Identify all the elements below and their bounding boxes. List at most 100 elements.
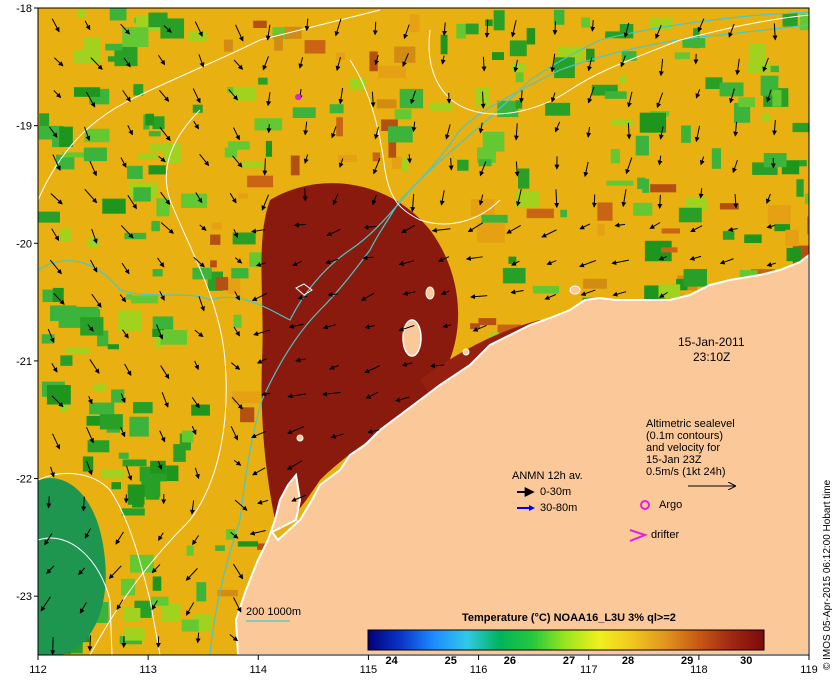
velocity-arrow (479, 161, 487, 177)
sst-cell (226, 529, 235, 540)
velocity-arrow (329, 364, 339, 370)
velocity-arrow (733, 194, 739, 209)
sst-cell (678, 207, 702, 223)
sst-cell (215, 276, 229, 291)
velocity-arrow (233, 229, 239, 238)
sst-cell (387, 126, 413, 143)
sst-cell (744, 234, 762, 244)
velocity-arrow (544, 294, 556, 300)
velocity-arrow (627, 91, 633, 108)
sst-cell (133, 84, 144, 96)
velocity-arrow (50, 466, 55, 478)
velocity-arrow (51, 18, 60, 33)
sst-cell (746, 62, 771, 73)
sst-cell (124, 628, 145, 641)
velocity-arrow (127, 125, 133, 136)
time-label: 23:10Z (693, 350, 731, 364)
sealevel-contour (89, 109, 227, 655)
island (425, 286, 435, 300)
colorbar-ramp (367, 629, 765, 651)
depth-deep-label: 30-80m (540, 502, 578, 514)
velocity-arrow (330, 433, 344, 439)
velocity-arrow (292, 260, 302, 267)
velocity-arrow (335, 56, 341, 72)
sst-cell (554, 57, 575, 79)
colorbar-tick-label: 25 (445, 655, 457, 667)
sst-cell (685, 197, 707, 211)
altimetry-line: Altimetric sealevel (646, 418, 735, 430)
sst-cell (329, 104, 344, 114)
sst-cell (526, 208, 554, 219)
velocity-arrow (550, 53, 556, 73)
velocity-arrow (158, 532, 164, 541)
sst-cell (210, 234, 221, 245)
date-label: 15-Jan-2011 (678, 335, 745, 349)
sst-cell (59, 126, 73, 147)
sst-cell (133, 187, 151, 202)
island (462, 348, 470, 356)
sst-cell (642, 178, 650, 193)
colorbar-tick-label: 24 (386, 655, 399, 667)
sst-cell (515, 100, 523, 109)
velocity-arrow (515, 189, 522, 207)
sst-cell (39, 113, 50, 133)
velocity-arrow (87, 635, 93, 652)
sst-cell (181, 619, 199, 632)
sst-cell (99, 414, 123, 430)
velocity-arrow (89, 359, 100, 374)
colorbar-tick-label: 30 (740, 655, 752, 667)
velocity-arrow (762, 57, 769, 72)
sst-cell (722, 230, 735, 240)
isobath-1000m (209, 24, 809, 655)
velocity-arrow (91, 293, 102, 308)
sst-cell (782, 13, 798, 27)
sst-cell (772, 90, 782, 107)
velocity-arrow (621, 189, 627, 208)
velocity-arrow (303, 154, 309, 164)
sst-cell (102, 198, 126, 214)
sst-cell (402, 157, 409, 173)
velocity-arrow (470, 294, 488, 300)
sst-cell (660, 247, 678, 253)
sst-cell (87, 238, 99, 248)
sst-cell (391, 156, 403, 169)
velocity-arrow (554, 189, 560, 209)
velocity-arrow (334, 18, 342, 37)
velocity-arrow (160, 191, 171, 206)
velocity-arrow (733, 121, 739, 137)
velocity-arrow (694, 125, 701, 143)
velocity-arrow (587, 57, 593, 72)
velocity-arrow (84, 528, 92, 539)
velocity-arrow (444, 124, 451, 140)
sst-cell (711, 148, 722, 169)
sst-cell (163, 143, 181, 164)
velocity-arrow (338, 158, 344, 168)
velocity-arrow (430, 363, 445, 369)
velocity-arrow (87, 324, 94, 332)
lat-tick-label: -22 (16, 474, 32, 486)
sst-cell (676, 278, 688, 291)
sst-cell (155, 337, 163, 349)
sst-cell (369, 51, 378, 72)
velocity-arrow (160, 222, 174, 234)
velocity-arrow (126, 465, 133, 481)
sst-cell (762, 113, 771, 122)
velocity-arrow (620, 55, 626, 68)
velocity-arrow (120, 427, 126, 438)
velocity-arrow (120, 393, 126, 404)
sst-cell (77, 9, 86, 18)
sst-cell (649, 18, 673, 30)
velocity-arrow (322, 391, 341, 397)
velocity-arrow (658, 291, 668, 298)
sst-cell (734, 102, 751, 123)
velocity-arrow (89, 160, 97, 177)
velocity-arrow (365, 391, 379, 399)
sst-cell (786, 247, 801, 262)
sst-cell (105, 43, 123, 51)
sst-cell (111, 482, 122, 490)
sst-cell (644, 240, 672, 262)
sst-cell (127, 484, 145, 505)
island (402, 319, 422, 357)
velocity-arrow (327, 291, 339, 297)
sst-cell (805, 193, 809, 204)
